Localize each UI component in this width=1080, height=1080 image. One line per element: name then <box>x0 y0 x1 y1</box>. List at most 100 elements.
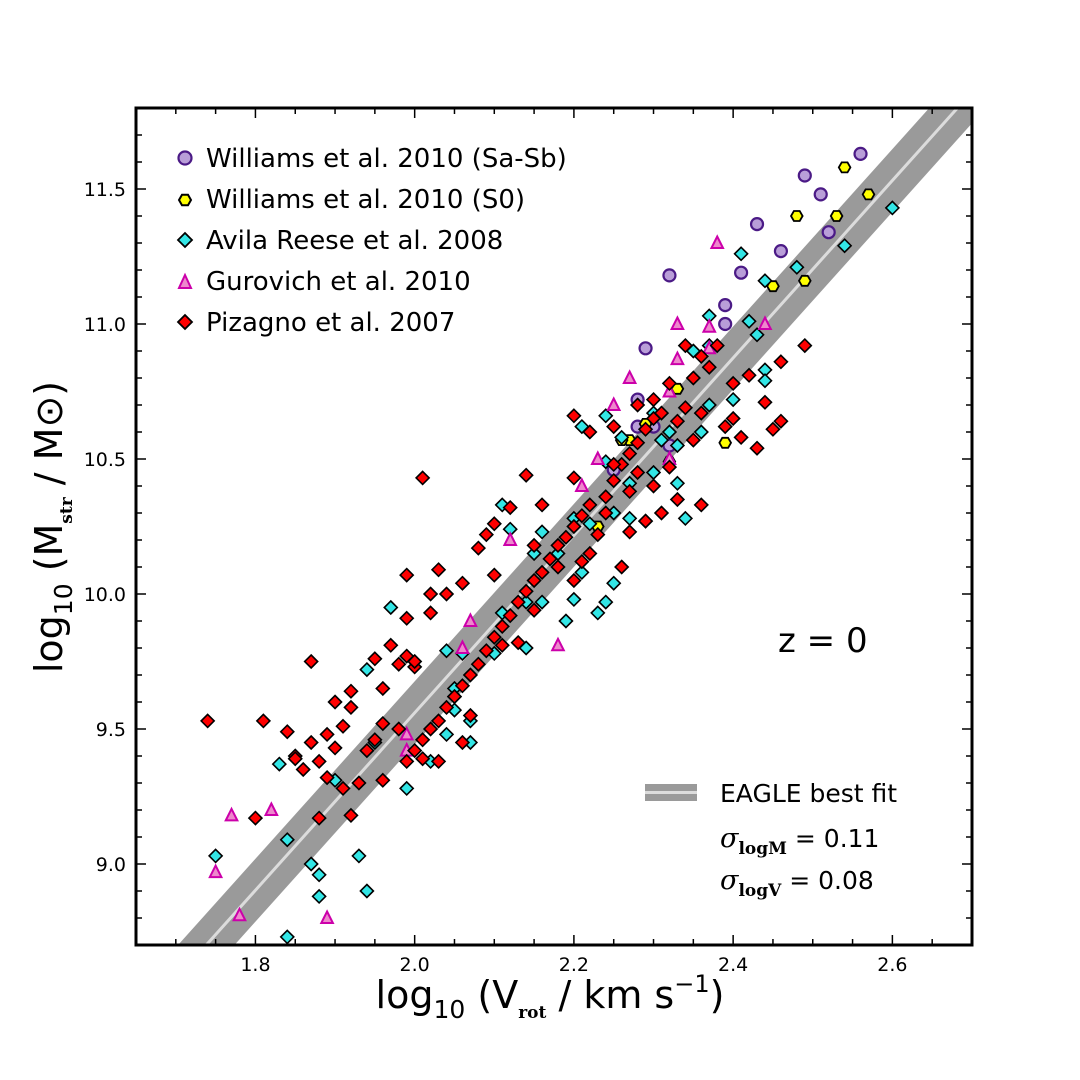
data-point <box>765 421 781 437</box>
data-point <box>255 713 272 729</box>
legend-entry-williams-s0: Williams et al. 2010 (S0) <box>177 185 525 215</box>
data-point <box>574 508 590 524</box>
data-point <box>693 348 709 365</box>
data-point <box>319 726 335 743</box>
data-point <box>685 370 701 386</box>
data-point <box>486 516 502 532</box>
data-point <box>741 313 757 329</box>
data-point <box>725 375 741 392</box>
data-point <box>319 769 335 786</box>
data-point <box>638 341 653 356</box>
data-point <box>383 637 399 653</box>
legend-entry-avila-reese: Avila Reese et al. 2008 <box>176 226 503 256</box>
series-4 <box>200 337 813 826</box>
data-point <box>622 369 638 384</box>
data-point <box>741 367 757 383</box>
data-point <box>622 445 638 462</box>
data-point <box>566 591 582 608</box>
data-point <box>829 210 844 222</box>
data-point <box>399 567 415 583</box>
data-point <box>797 274 812 287</box>
data-point <box>526 545 542 562</box>
data-point <box>773 354 789 370</box>
data-point <box>335 780 351 797</box>
data-point <box>438 586 455 602</box>
data-point <box>208 863 224 879</box>
data-point <box>478 526 494 543</box>
data-point <box>422 586 439 602</box>
data-point <box>757 394 773 410</box>
data-point <box>383 599 399 616</box>
data-point <box>359 883 375 899</box>
data-point <box>574 553 590 570</box>
data-point <box>550 537 566 554</box>
x-tick-label: 2.0 <box>400 954 430 976</box>
data-point <box>574 477 590 492</box>
data-point <box>510 594 526 610</box>
data-point <box>303 653 319 670</box>
data-point <box>422 605 439 621</box>
data-point <box>367 732 383 748</box>
data-point <box>486 629 502 645</box>
data-point <box>582 424 598 440</box>
data-point <box>669 315 685 330</box>
data-point <box>526 572 542 589</box>
legend-entry-pizagno: Pizagno et al. 2007 <box>176 308 455 338</box>
data-point <box>454 734 471 751</box>
data-point <box>606 472 622 489</box>
data-point <box>470 540 486 556</box>
data-point <box>375 680 391 697</box>
data-point <box>693 497 709 513</box>
data-point <box>407 742 423 759</box>
data-point <box>454 575 471 591</box>
data-point <box>502 531 518 546</box>
data-point <box>645 410 662 427</box>
data-point <box>399 725 415 741</box>
data-point <box>454 678 471 694</box>
data-point <box>590 450 606 465</box>
data-point <box>414 732 431 748</box>
data-point <box>661 424 678 440</box>
data-point <box>797 168 812 183</box>
data-point <box>789 210 804 222</box>
fit-legend-label: EAGLE best fit <box>720 779 897 808</box>
data-point <box>359 742 375 759</box>
data-point <box>470 656 486 672</box>
data-point <box>606 396 622 411</box>
data-point <box>757 273 773 289</box>
data-point <box>550 636 566 652</box>
data-point <box>399 753 415 770</box>
data-point <box>669 475 686 491</box>
data-point <box>734 265 749 280</box>
data-point <box>247 810 264 826</box>
data-point <box>709 234 725 249</box>
data-point <box>629 397 646 413</box>
data-point <box>606 418 622 435</box>
data-point <box>837 161 852 174</box>
data-point <box>773 413 789 429</box>
data-point <box>629 464 646 481</box>
data-point <box>590 605 606 621</box>
data-point <box>343 683 359 699</box>
data-point <box>574 564 590 581</box>
data-point <box>430 753 447 770</box>
data-point <box>622 483 638 500</box>
data-point <box>478 643 494 659</box>
data-point <box>414 470 431 486</box>
data-point <box>550 559 566 575</box>
data-point <box>542 551 558 567</box>
data-point <box>462 612 478 627</box>
data-point <box>391 721 407 737</box>
data-point <box>279 724 295 740</box>
data-point <box>558 529 574 545</box>
data-point <box>462 667 479 683</box>
x-axis-ticks: 1.8 2.0 2.2 2.4 2.6 <box>175 108 973 976</box>
data-point <box>718 436 733 449</box>
data-point <box>224 806 239 822</box>
fit-legend: EAGLE best fit σlogM = 0.11 σlogV = 0.08 <box>645 779 897 901</box>
data-point <box>709 337 725 354</box>
data-point <box>813 187 828 202</box>
data-point <box>566 470 582 486</box>
data-point <box>669 350 685 366</box>
